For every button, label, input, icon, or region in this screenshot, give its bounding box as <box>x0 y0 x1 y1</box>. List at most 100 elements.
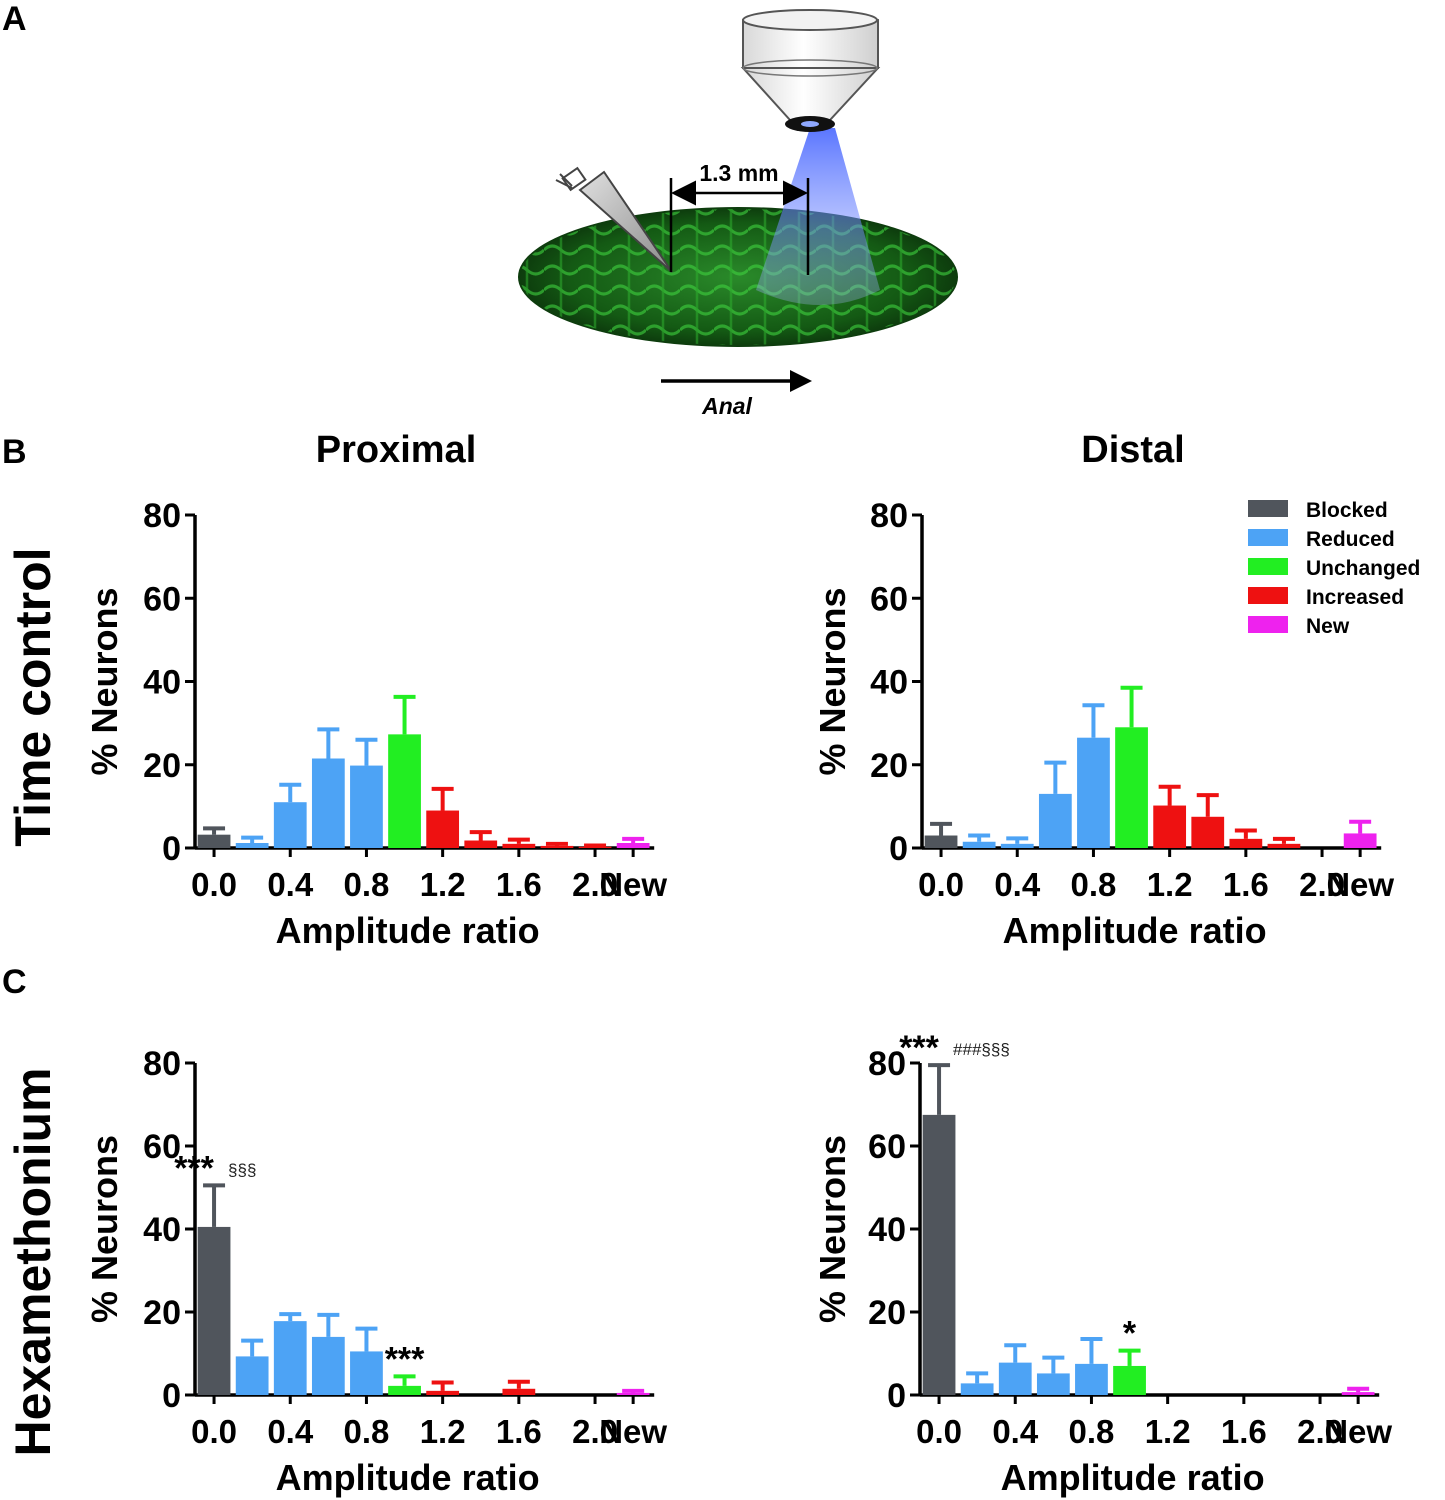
y-tick-label: 0 <box>162 1377 181 1415</box>
x-tick-label: 1.2 <box>1145 1413 1191 1450</box>
bar <box>311 758 345 848</box>
x-tick-label: 0.8 <box>1071 866 1117 903</box>
bar <box>502 843 536 848</box>
x-tick-label: 2.0 <box>1297 1413 1343 1450</box>
x-axis-label: Amplitude ratio <box>276 1457 540 1498</box>
y-tick-label: 20 <box>870 747 908 785</box>
bar <box>922 1114 956 1395</box>
bar <box>426 1390 460 1395</box>
significance-label: *** <box>899 1029 939 1067</box>
significance-marks: ###§§§ <box>953 1040 1010 1059</box>
x-tick-label: 1.2 <box>420 1413 466 1450</box>
x-tick-label: New <box>1326 866 1394 903</box>
bar <box>1115 727 1148 848</box>
x-tick-label: 0.4 <box>994 866 1041 903</box>
panel-label-c: C <box>2 963 27 1001</box>
y-tick-label: 60 <box>870 580 908 618</box>
distance-label: 1.3 mm <box>699 160 778 186</box>
y-tick-label: 0 <box>162 830 181 868</box>
x-tick-label: 2.0 <box>572 1413 618 1450</box>
x-tick-label: 1.6 <box>1221 1413 1267 1450</box>
x-tick-label: 0.4 <box>267 866 314 903</box>
light-beam <box>756 128 880 305</box>
bar <box>350 1351 383 1395</box>
bar <box>197 1226 231 1395</box>
bar <box>1038 793 1072 848</box>
bar <box>616 843 650 848</box>
row-title-hexamethonium: Hexamethonium <box>5 1068 61 1457</box>
x-axis-label: Amplitude ratio <box>276 910 540 951</box>
legend-label-unchanged: Unchanged <box>1306 557 1420 580</box>
bar <box>197 834 231 848</box>
x-tick-label: New <box>599 1413 667 1450</box>
bar <box>426 810 460 848</box>
bar <box>273 1321 307 1395</box>
column-title-proximal: Proximal <box>316 429 477 471</box>
y-tick-label: 40 <box>870 664 908 702</box>
x-tick-label: 2.0 <box>572 866 618 903</box>
x-tick-label: 0.8 <box>1069 1413 1115 1450</box>
legend-swatch-unchanged <box>1248 558 1288 575</box>
bar <box>1077 737 1110 848</box>
legend-swatch-reduced <box>1248 529 1288 546</box>
bar <box>1341 1392 1375 1395</box>
y-tick-label: 60 <box>143 580 181 618</box>
bar <box>998 1362 1032 1395</box>
objective-icon <box>740 9 881 132</box>
bar <box>311 1336 345 1395</box>
legend-label-blocked: Blocked <box>1306 499 1388 522</box>
y-tick-label: 80 <box>868 1045 906 1083</box>
y-axis-label: % Neurons <box>812 587 853 775</box>
x-tick-label: 0.0 <box>191 866 237 903</box>
x-axis-label: Amplitude ratio <box>1003 910 1267 951</box>
y-tick-label: 0 <box>887 1377 906 1415</box>
bar <box>1000 843 1034 848</box>
bar <box>502 1388 536 1395</box>
x-tick-label: New <box>599 866 667 903</box>
bar <box>616 1392 650 1395</box>
anal-arrow-head <box>790 370 812 392</box>
bar <box>1153 805 1187 848</box>
column-title-distal: Distal <box>1081 429 1184 471</box>
y-tick-label: 20 <box>143 1294 181 1332</box>
y-tick-label: 40 <box>868 1211 906 1249</box>
x-tick-label: 0.0 <box>916 1413 962 1450</box>
y-axis-label: % Neurons <box>812 1135 853 1323</box>
x-tick-label: 1.6 <box>496 866 542 903</box>
row-title-time-control: Time control <box>5 547 61 846</box>
y-tick-label: 40 <box>143 1211 181 1249</box>
x-axis-label: Amplitude ratio <box>1001 1457 1265 1498</box>
y-tick-label: 80 <box>143 497 181 535</box>
x-tick-label: 0.4 <box>992 1413 1039 1450</box>
legend: Blocked Reduced Unchanged Increased New <box>1248 499 1420 638</box>
legend-swatch-increased <box>1248 587 1288 604</box>
x-tick-label: 0.8 <box>344 866 390 903</box>
bar <box>1343 833 1377 848</box>
anal-label: Anal <box>701 393 752 419</box>
bar <box>1113 1365 1146 1395</box>
bar <box>962 841 996 848</box>
legend-label-increased: Increased <box>1306 586 1404 609</box>
y-tick-label: 20 <box>868 1294 906 1332</box>
bar <box>1191 816 1225 848</box>
pipette-icon <box>555 166 673 273</box>
x-tick-label: 0.0 <box>918 866 964 903</box>
y-tick-label: 60 <box>143 1128 181 1166</box>
y-axis-label: % Neurons <box>84 587 125 775</box>
bar <box>388 1385 421 1395</box>
x-tick-label: 1.6 <box>496 1413 542 1450</box>
y-tick-label: 60 <box>868 1128 906 1166</box>
bar <box>924 835 958 848</box>
panel-label-a: A <box>2 0 27 38</box>
y-tick-label: 40 <box>143 664 181 702</box>
x-tick-label: 1.2 <box>420 866 466 903</box>
bar <box>464 840 498 848</box>
bar <box>1229 838 1263 848</box>
x-tick-label: 1.2 <box>1147 866 1193 903</box>
y-tick-label: 0 <box>889 830 908 868</box>
significance-label: * <box>1123 1315 1137 1353</box>
